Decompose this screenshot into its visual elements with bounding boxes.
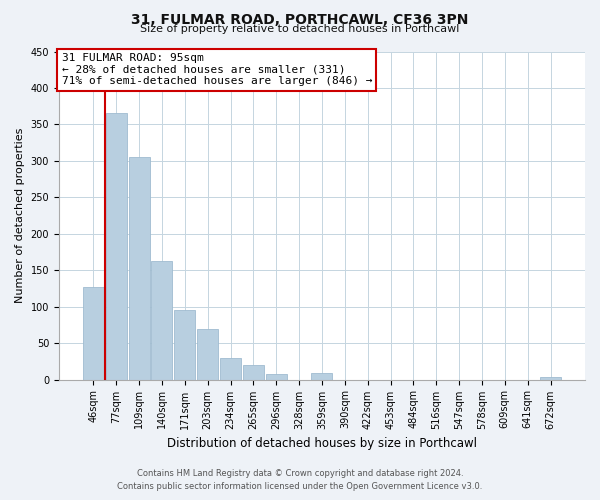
Text: Size of property relative to detached houses in Porthcawl: Size of property relative to detached ho… (140, 24, 460, 34)
Bar (174, 310, 195, 380)
Text: Contains HM Land Registry data © Crown copyright and database right 2024.
Contai: Contains HM Land Registry data © Crown c… (118, 469, 482, 491)
Text: 31 FULMAR ROAD: 95sqm
← 28% of detached houses are smaller (331)
71% of semi-det: 31 FULMAR ROAD: 95sqm ← 28% of detached … (62, 53, 372, 86)
Bar (311, 373, 332, 380)
Bar (540, 378, 561, 380)
Bar (83, 287, 104, 380)
Bar (106, 114, 127, 380)
Bar (243, 365, 264, 380)
Bar (197, 328, 218, 380)
Bar (151, 260, 172, 380)
X-axis label: Distribution of detached houses by size in Porthcawl: Distribution of detached houses by size … (167, 437, 477, 450)
Text: 31, FULMAR ROAD, PORTHCAWL, CF36 3PN: 31, FULMAR ROAD, PORTHCAWL, CF36 3PN (131, 12, 469, 26)
Bar (128, 157, 149, 380)
Bar (266, 374, 287, 380)
Y-axis label: Number of detached properties: Number of detached properties (15, 128, 25, 303)
Bar (220, 358, 241, 380)
